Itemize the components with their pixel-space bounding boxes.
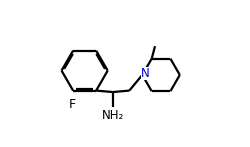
Text: N: N bbox=[140, 67, 149, 80]
Text: NH₂: NH₂ bbox=[102, 109, 124, 122]
Text: F: F bbox=[69, 97, 76, 111]
